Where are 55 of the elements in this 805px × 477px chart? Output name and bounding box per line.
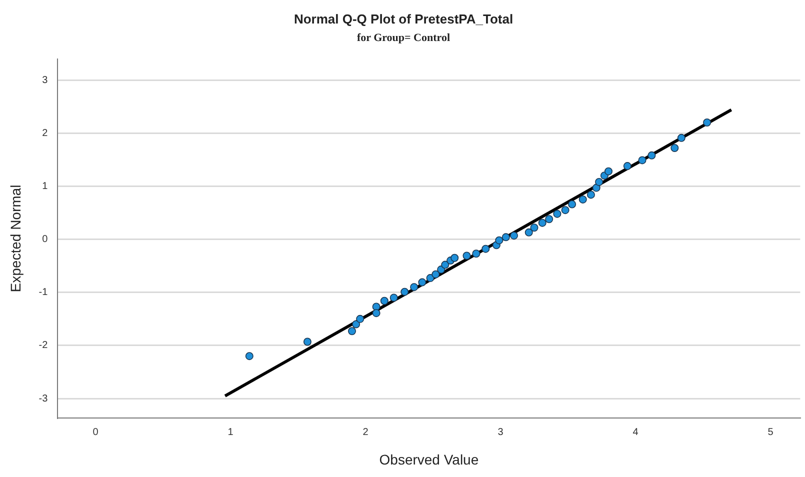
chart-subtitle: for Group= Control	[356, 32, 450, 44]
point	[441, 260, 450, 269]
y-tick-label: -2	[38, 340, 48, 352]
y-tick-label: -1	[38, 287, 48, 298]
point	[578, 195, 587, 204]
point	[495, 236, 504, 244]
x-axis-title: Observed Value	[379, 451, 479, 468]
point	[530, 224, 538, 232]
point	[390, 294, 398, 302]
x-tick-label: 0	[92, 426, 99, 438]
point	[545, 215, 554, 224]
point	[677, 134, 686, 142]
point	[348, 327, 356, 336]
x-tick-label: 4	[632, 426, 639, 438]
point	[426, 274, 434, 282]
point	[372, 309, 380, 318]
point	[638, 156, 646, 164]
x-tick-label: 5	[768, 426, 774, 438]
y-tick-label: 1	[42, 180, 48, 192]
point	[568, 200, 576, 208]
point	[553, 210, 562, 218]
y-tick-label: 3	[42, 74, 48, 86]
point	[538, 218, 546, 227]
point	[356, 314, 364, 323]
x-tick-label: 2	[362, 426, 369, 438]
x-tick-label: 3	[498, 426, 504, 438]
point	[400, 288, 409, 296]
point	[410, 283, 418, 292]
y-tick-label: -3	[38, 393, 48, 404]
point	[502, 233, 510, 242]
point	[245, 352, 254, 360]
point	[352, 320, 360, 328]
point	[604, 167, 612, 176]
point	[648, 151, 656, 160]
point	[670, 144, 679, 152]
point	[462, 252, 471, 260]
y-tick-label: 0	[42, 234, 48, 246]
point	[623, 162, 632, 170]
point	[432, 270, 440, 278]
chart-title: Normal Q-Q Plot of PretestPA_Total	[294, 11, 514, 26]
point	[303, 338, 312, 346]
point	[418, 278, 426, 286]
point	[472, 250, 480, 258]
point	[586, 190, 595, 199]
point	[524, 228, 533, 236]
x-tick-label: 1	[228, 426, 234, 438]
point	[595, 178, 604, 186]
point	[482, 244, 490, 253]
point	[380, 296, 388, 305]
y-axis-title: Expected Normal	[7, 184, 24, 292]
point	[561, 206, 570, 214]
y-tick-label: 2	[42, 128, 48, 139]
point	[510, 232, 518, 240]
point	[703, 118, 712, 127]
point	[450, 254, 459, 262]
